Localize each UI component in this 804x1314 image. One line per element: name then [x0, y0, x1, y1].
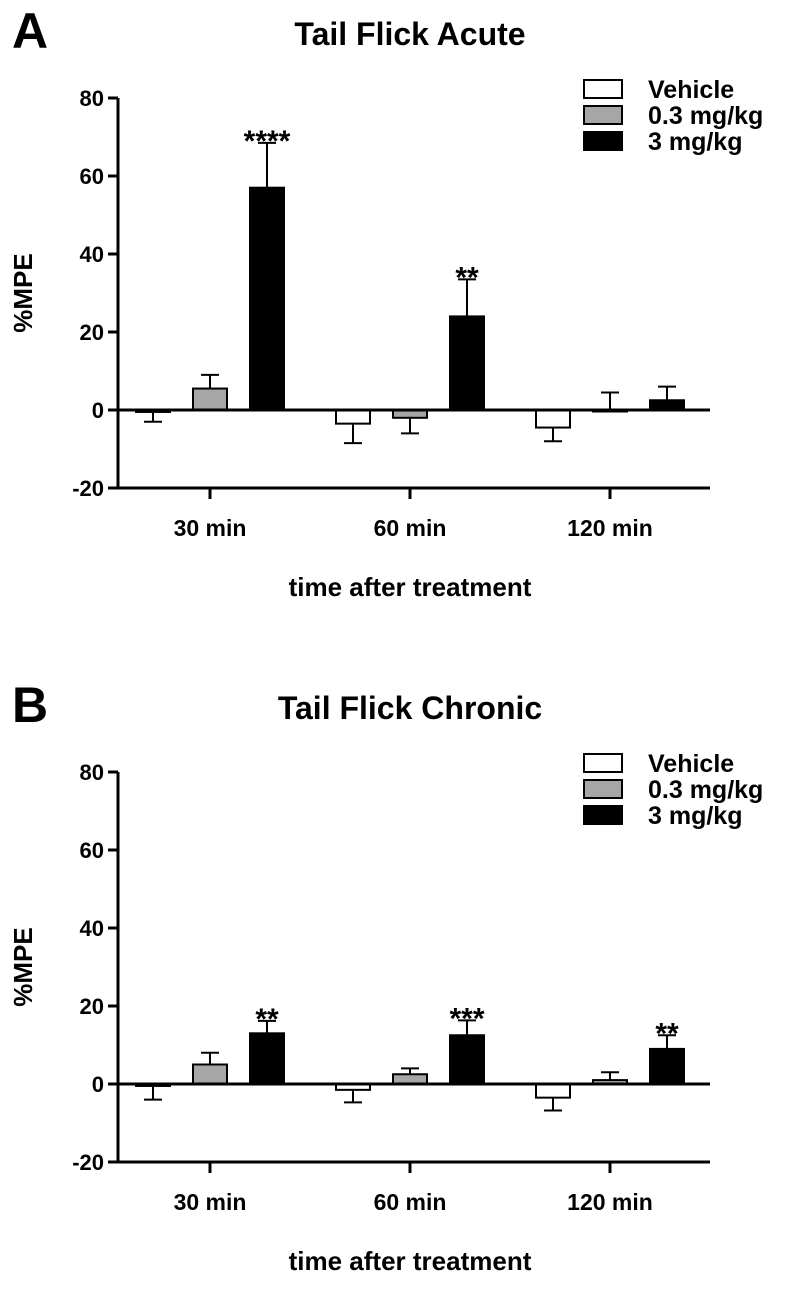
- significance-label: ***: [449, 1002, 484, 1035]
- y-tick-label: 80: [80, 86, 104, 111]
- chart-title: Tail Flick Acute: [294, 16, 526, 52]
- y-tick-label: 0: [92, 398, 104, 423]
- legend-label: Vehicle: [648, 76, 734, 104]
- x-tick-label: 60 min: [374, 515, 447, 541]
- legend-label: 3 mg/kg: [648, 128, 742, 156]
- legend-swatch: [583, 753, 623, 773]
- x-tick-label: 30 min: [174, 515, 247, 541]
- significance-label: **: [655, 1017, 679, 1050]
- legend-label: 0.3 mg/kg: [648, 102, 763, 130]
- y-tick-label: 60: [80, 164, 104, 189]
- legend-swatch: [583, 131, 623, 151]
- x-tick-label: 30 min: [174, 1189, 247, 1215]
- panel-a: A Tail Flick Acute -20 0 20 40 60 80 %MPE **** *…: [0, 0, 804, 640]
- x-tick-label: 60 min: [374, 1189, 447, 1215]
- panel-b: B Tail Flick Chronic -20 0 20 40 60 80 %MPE ** *…: [0, 674, 804, 1314]
- bar: [535, 409, 571, 429]
- legend-swatch: [583, 805, 623, 825]
- significance-label: **: [255, 1003, 279, 1036]
- y-axis-label: %MPE: [8, 253, 38, 332]
- bar: [535, 1083, 571, 1099]
- y-tick-label: 20: [80, 994, 104, 1019]
- y-tick-label: -20: [72, 476, 104, 501]
- y-tick-label: 40: [80, 916, 104, 941]
- legend-label: 0.3 mg/kg: [648, 776, 763, 804]
- legend-swatch: [583, 79, 623, 99]
- bar: [192, 1063, 228, 1085]
- x-axis-label: time after treatment: [289, 1246, 532, 1276]
- bar: [249, 186, 285, 411]
- legend-label: Vehicle: [648, 750, 734, 778]
- y-tick-label: 20: [80, 320, 104, 345]
- chart-title: Tail Flick Chronic: [277, 690, 543, 726]
- y-axis-label: %MPE: [8, 927, 38, 1006]
- y-tick-label: 60: [80, 838, 104, 863]
- bar: [449, 315, 485, 411]
- bar: [249, 1032, 285, 1085]
- panel-letter: B: [12, 677, 49, 733]
- bar: [649, 1047, 685, 1085]
- x-tick-label: 120 min: [567, 515, 653, 541]
- bar: [192, 387, 228, 411]
- y-tick-label: -20: [72, 1150, 104, 1175]
- legend-label: 3 mg/kg: [648, 802, 742, 830]
- bar: [335, 409, 371, 425]
- bar: [449, 1034, 485, 1085]
- significance-label: ****: [244, 125, 291, 158]
- legend-swatch: [583, 779, 623, 799]
- legend-swatch: [583, 105, 623, 125]
- x-axis-label: time after treatment: [289, 572, 532, 602]
- y-tick-label: 0: [92, 1072, 104, 1097]
- x-tick-label: 120 min: [567, 1189, 653, 1215]
- y-tick-label: 40: [80, 242, 104, 267]
- y-tick-label: 80: [80, 760, 104, 785]
- panel-letter: A: [12, 3, 49, 59]
- significance-label: **: [455, 261, 479, 294]
